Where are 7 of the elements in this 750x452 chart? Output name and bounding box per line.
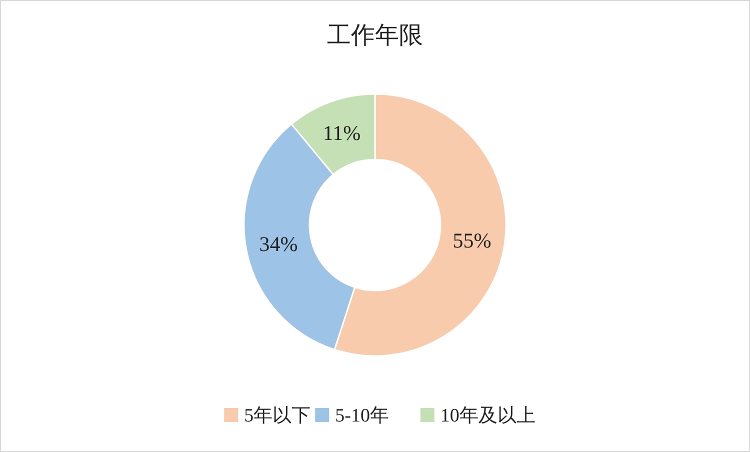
legend-label: 10年及以上 — [440, 406, 536, 427]
data-label: 34% — [259, 232, 298, 256]
legend-label: 5年以下 — [244, 406, 311, 427]
legend-label: 5-10年 — [335, 406, 389, 427]
chart-title: 工作年限 — [327, 23, 423, 49]
data-label: 11% — [322, 120, 361, 145]
data-label: 55% — [452, 228, 492, 253]
